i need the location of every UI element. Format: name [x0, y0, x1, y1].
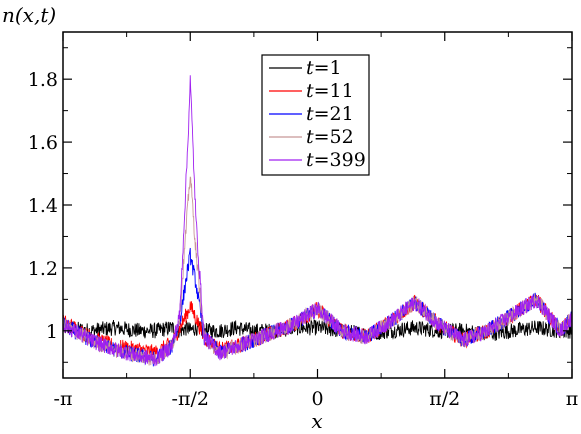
x-tick-label: π/2 [429, 388, 460, 410]
legend-label: t=399 [306, 149, 366, 171]
legend: t=1t=11t=21t=52t=399 [261, 54, 370, 176]
y-tick-label: 1 [46, 321, 58, 343]
legend-label: t=1 [306, 57, 342, 79]
y-axis-title: n(x,t) [2, 3, 56, 27]
y-tick-label: 1.2 [28, 258, 58, 280]
x-axis-title: x [311, 409, 322, 433]
legend-label: t=52 [306, 126, 354, 148]
series-line-t399 [63, 75, 572, 367]
legend-box [261, 54, 370, 176]
x-tick-label: -π/2 [172, 388, 209, 410]
y-tick-label: 1.6 [28, 132, 58, 154]
labels-layer: -π -π/2 0 π/2 π 1 1.2 1.4 1.6 1.8 [28, 69, 578, 410]
x-tick-label: π [566, 388, 579, 410]
legend-label: t=21 [306, 103, 354, 125]
legend-label: t=11 [306, 80, 354, 102]
y-tick-label: 1.4 [28, 195, 58, 217]
x-tick-label: -π [54, 388, 73, 410]
ticks-layer [62, 32, 573, 378]
x-tick-label: 0 [311, 388, 323, 410]
series-layer [63, 75, 572, 367]
y-tick-label: 1.8 [28, 69, 58, 91]
